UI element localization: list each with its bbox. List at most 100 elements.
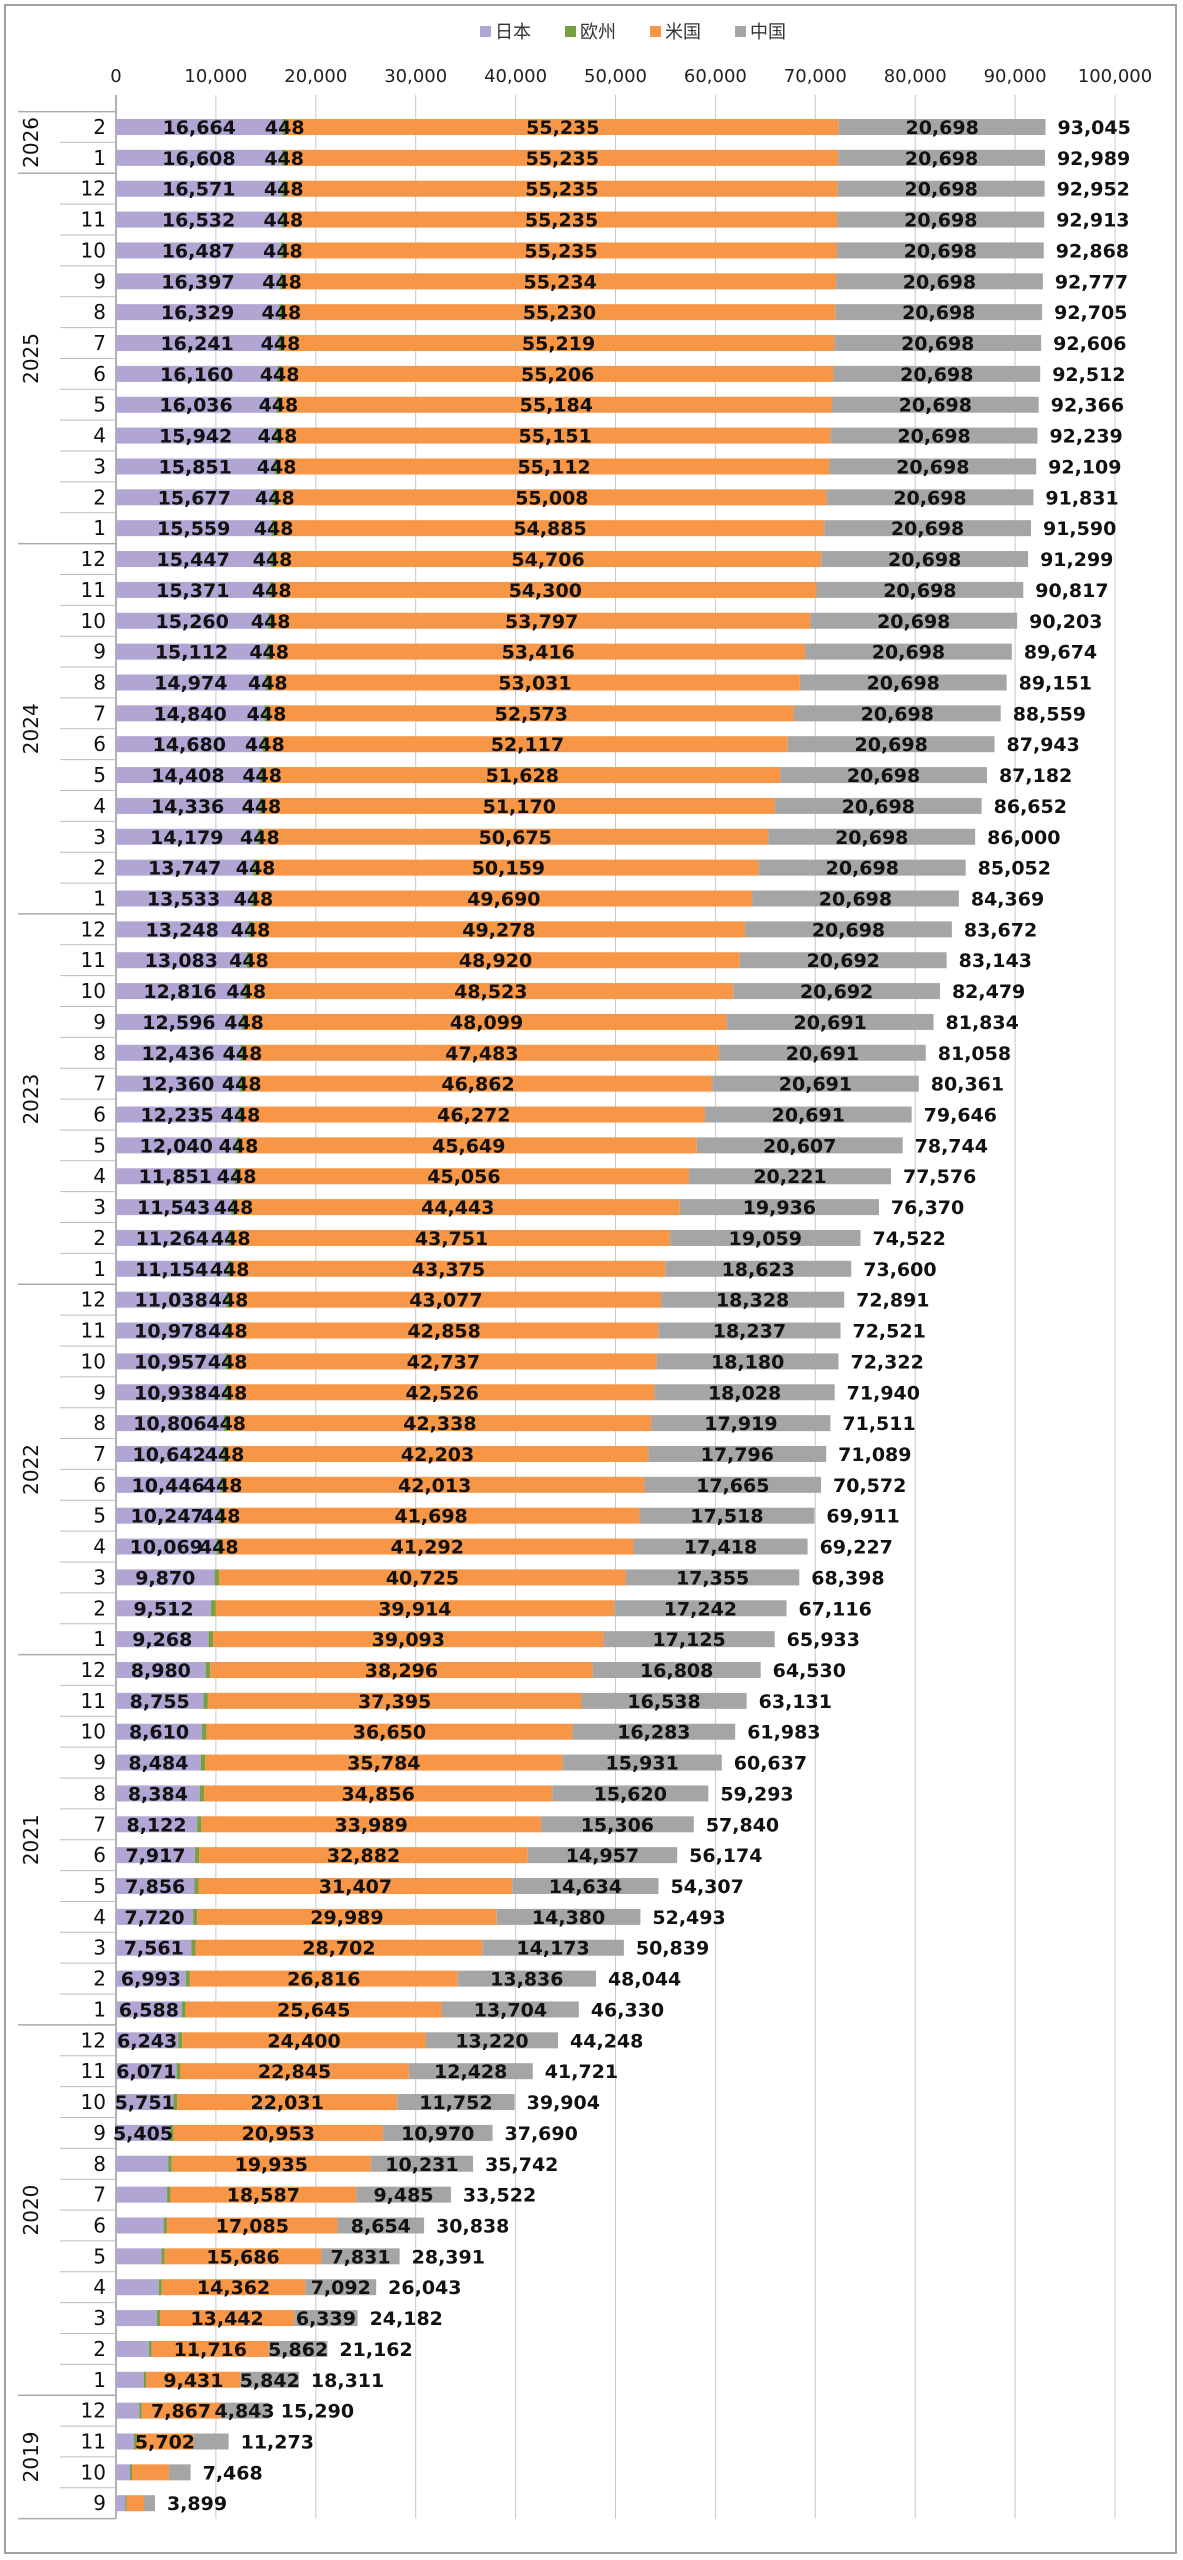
month-label: 12 <box>81 1288 106 1312</box>
bar-europe <box>222 1445 227 1462</box>
data-label-china: 15,931 <box>606 1753 679 1775</box>
x-tick-label: 10,000 <box>184 66 247 87</box>
month-label: 2 <box>93 1596 106 1620</box>
data-label-japan: 13,747 <box>148 858 221 880</box>
bar-japan <box>116 2124 170 2141</box>
data-label-us: 20,953 <box>242 2123 315 2145</box>
month-label: 9 <box>93 2121 106 2145</box>
data-label-total: 11,273 <box>241 2432 314 2454</box>
data-label-europe: 448 <box>224 1012 264 1034</box>
bar-us <box>207 1692 582 1709</box>
bar-japan <box>116 952 247 969</box>
month-label: 10 <box>81 979 106 1003</box>
bar-japan <box>116 1044 241 1061</box>
bar-japan <box>116 1415 224 1432</box>
bar-europe <box>205 1662 211 1678</box>
data-label-europe: 448 <box>231 919 271 941</box>
data-label-europe: 448 <box>208 1382 248 1404</box>
month-label: 10 <box>81 238 106 262</box>
legend-swatch-china <box>735 26 746 37</box>
bar-us <box>141 2402 221 2419</box>
data-label-total: 71,940 <box>847 1382 920 1404</box>
data-label-total: 37,690 <box>505 2123 578 2145</box>
data-label-total: 90,203 <box>1029 611 1102 633</box>
bar-china <box>836 273 1043 290</box>
bar-japan <box>116 1229 229 1246</box>
bar-us <box>136 2433 194 2450</box>
data-label-japan: 14,408 <box>151 765 224 787</box>
data-label-japan: 16,608 <box>162 148 235 170</box>
bar-china <box>639 1507 815 1524</box>
bar-europe <box>251 890 256 907</box>
bar-japan <box>116 921 249 938</box>
bar-us <box>246 1013 727 1030</box>
bar-us <box>210 1662 593 1678</box>
month-label: 8 <box>93 300 106 324</box>
bar-us <box>274 551 822 568</box>
bar-europe <box>203 1692 208 1709</box>
data-label-us: 14,362 <box>197 2277 270 2299</box>
bar-china <box>614 1600 787 1617</box>
x-tick-label: 20,000 <box>284 66 347 87</box>
bar-europe <box>161 2248 165 2265</box>
data-label-total: 64,530 <box>773 1660 846 1682</box>
bar-china <box>168 2464 191 2481</box>
bar-europe <box>270 551 275 568</box>
data-label-japan: 8,484 <box>128 1753 188 1775</box>
data-label-china: 19,059 <box>729 1228 802 1250</box>
data-label-europe: 448 <box>247 703 287 725</box>
data-label-china: 17,355 <box>676 1567 749 1589</box>
bar-us <box>285 211 838 228</box>
month-label: 11 <box>81 2059 106 2083</box>
data-label-us: 41,292 <box>391 1537 464 1559</box>
data-label-china: 20,691 <box>786 1043 859 1065</box>
month-label: 5 <box>93 763 106 787</box>
data-label-china: 20,221 <box>753 1166 826 1188</box>
data-label-total: 56,174 <box>689 1845 762 1867</box>
data-label-us: 53,797 <box>505 611 578 633</box>
data-label-us: 54,885 <box>513 518 586 540</box>
bar-japan <box>116 1507 219 1524</box>
data-label-total: 92,705 <box>1054 302 1127 324</box>
data-label-china: 17,125 <box>652 1629 725 1651</box>
data-label-us: 42,858 <box>408 1321 481 1343</box>
data-label-japan: 10,978 <box>134 1321 207 1343</box>
month-label: 11 <box>81 948 106 972</box>
data-label-total: 46,330 <box>591 1999 664 2021</box>
month-label: 3 <box>93 454 106 478</box>
bar-us <box>189 1970 458 1987</box>
data-label-us: 11,716 <box>174 2339 247 2361</box>
data-label-us: 44,443 <box>421 1197 494 1219</box>
data-label-total: 28,391 <box>412 2246 485 2268</box>
data-label-china: 16,808 <box>640 1660 713 1682</box>
data-label-europe: 448 <box>242 765 282 787</box>
bar-china <box>603 1631 775 1648</box>
bar-china <box>651 1415 831 1432</box>
data-label-japan: 9,512 <box>133 1598 193 1620</box>
bar-japan <box>116 1631 209 1648</box>
bar-europe <box>276 396 281 413</box>
bar-japan <box>116 1260 228 1277</box>
bar-us <box>238 1168 689 1185</box>
data-label-china: 5,862 <box>268 2339 328 2361</box>
bar-china <box>665 1260 852 1277</box>
bar-japan <box>116 1106 239 1123</box>
data-label-us: 37,395 <box>358 1691 431 1713</box>
month-label: 1 <box>93 1997 106 2021</box>
bar-us <box>230 1291 662 1308</box>
bar-japan <box>116 2217 164 2234</box>
data-label-us: 42,526 <box>405 1382 478 1404</box>
data-label-europe: 448 <box>254 518 294 540</box>
bar-europe <box>257 828 263 845</box>
bar-europe <box>139 2402 142 2419</box>
data-label-us: 38,296 <box>365 1660 438 1682</box>
data-label-japan: 9,268 <box>132 1629 192 1651</box>
month-label: 11 <box>81 2430 106 2454</box>
bar-us <box>278 458 830 475</box>
bar-japan <box>116 119 283 135</box>
data-label-japan: 10,069 <box>130 1537 203 1559</box>
bar-europe <box>279 304 284 321</box>
bar-us <box>281 365 834 382</box>
month-label: 1 <box>93 2368 106 2392</box>
month-label: 12 <box>81 2399 106 2423</box>
